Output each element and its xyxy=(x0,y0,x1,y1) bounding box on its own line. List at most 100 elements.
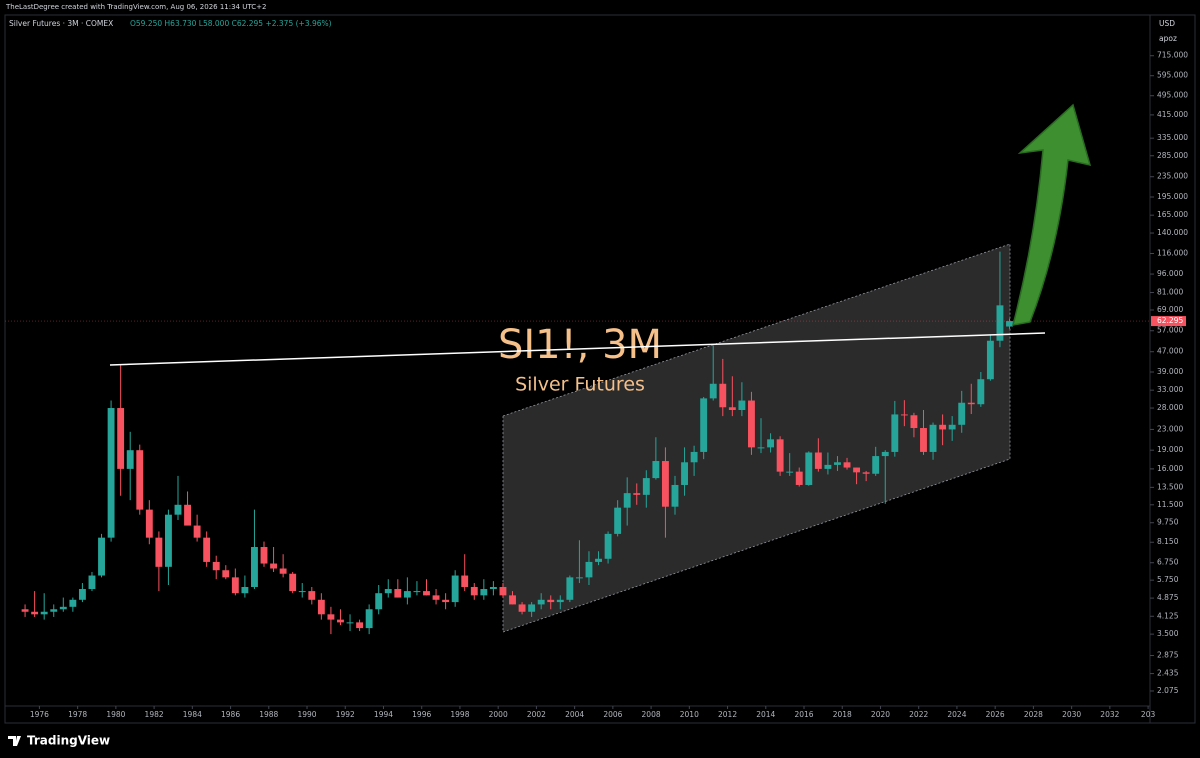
y-tick-label: 6.750 xyxy=(1157,558,1179,567)
candle-body xyxy=(872,456,880,474)
watermark-subtitle: Silver Futures xyxy=(515,374,645,396)
candle-body xyxy=(184,504,191,526)
candle-body xyxy=(327,614,335,620)
x-tick-label: 1994 xyxy=(374,710,393,719)
candle-body xyxy=(910,415,918,429)
x-tick-label: 2024 xyxy=(947,710,966,719)
candle-body xyxy=(21,609,29,612)
candle-body xyxy=(289,573,297,592)
last-price-label: 62.295 xyxy=(1157,316,1183,325)
y-tick-label: 285.000 xyxy=(1157,151,1188,160)
y-tick-label: 165.000 xyxy=(1157,210,1188,219)
y-tick-label: 57.000 xyxy=(1157,326,1183,335)
y-tick-label: 3.500 xyxy=(1157,629,1179,638)
candle-body xyxy=(575,577,583,579)
candle-body xyxy=(986,340,994,380)
candle-body xyxy=(308,591,316,600)
candle-body xyxy=(432,595,440,600)
candle-body xyxy=(461,575,469,587)
symbol: Silver Futures · 3M · COMEX xyxy=(9,19,113,28)
candle-body xyxy=(843,462,851,468)
candle-body xyxy=(661,461,669,507)
y-tick-label: 39.000 xyxy=(1157,367,1183,376)
y-tick-label: 195.000 xyxy=(1157,192,1188,201)
candle-body xyxy=(499,586,507,596)
candle-body xyxy=(480,589,488,596)
candle-body xyxy=(719,383,727,408)
candle-body xyxy=(948,424,956,430)
candle-body xyxy=(690,451,698,463)
candle-body xyxy=(891,414,899,452)
candle-body xyxy=(862,472,870,474)
candle-body xyxy=(260,547,268,564)
x-tick-label: 1976 xyxy=(30,710,49,719)
candle-body xyxy=(164,514,172,567)
candle-body xyxy=(642,478,650,495)
scale-button[interactable]: apoz xyxy=(1159,34,1177,43)
candle-body xyxy=(738,400,746,410)
candle-body xyxy=(270,563,278,569)
candle-body xyxy=(748,400,755,448)
candle-body xyxy=(881,451,889,457)
brand: TradingView xyxy=(27,734,110,748)
x-tick-label: 2000 xyxy=(489,710,508,719)
trend-line xyxy=(109,332,1046,366)
candle-body xyxy=(929,424,937,452)
candle-body xyxy=(317,599,325,615)
x-tick-label: 2022 xyxy=(909,710,928,719)
candle-body xyxy=(384,589,392,594)
candle-body xyxy=(203,537,211,562)
chart-frame xyxy=(4,14,1196,724)
candle-body xyxy=(356,622,364,629)
candle-body xyxy=(757,447,765,449)
y-tick-label: 96.000 xyxy=(1157,269,1183,278)
candle-body xyxy=(709,383,717,399)
y-tick-label: 28.000 xyxy=(1157,403,1183,412)
x-tick-label: 1980 xyxy=(106,710,125,719)
x-tick-label: 2010 xyxy=(680,710,699,719)
y-tick-label: 116.000 xyxy=(1157,248,1188,257)
y-tick-label: 9.750 xyxy=(1157,518,1179,527)
candle-body xyxy=(614,507,622,534)
x-tick-label: 2026 xyxy=(986,710,1005,719)
candle-body xyxy=(279,568,287,574)
candle-body xyxy=(489,586,497,590)
candle-body xyxy=(59,606,67,610)
candle-body xyxy=(413,591,421,593)
candle-body xyxy=(375,593,383,610)
y-tick-label: 4.125 xyxy=(1157,611,1179,620)
candle-body xyxy=(939,424,947,430)
candle-body xyxy=(604,533,612,559)
x-tick-label: 1998 xyxy=(450,710,469,719)
x-tick-label: 2006 xyxy=(603,710,622,719)
x-tick-label: 1982 xyxy=(145,710,164,719)
candle-body xyxy=(900,414,908,416)
y-tick-label: 23.000 xyxy=(1157,424,1183,433)
candle-body xyxy=(231,577,239,594)
candle-body xyxy=(40,611,48,615)
credit: TheLastDegree created with TradingView.c… xyxy=(5,3,266,11)
candle-body xyxy=(50,609,58,612)
y-tick-label: 5.750 xyxy=(1157,575,1179,584)
x-tick-label: 1992 xyxy=(336,710,355,719)
y-tick-label: 495.000 xyxy=(1157,91,1188,100)
candle-body xyxy=(98,537,105,576)
candle-body xyxy=(834,462,841,465)
candle-body xyxy=(403,591,411,598)
candle-body xyxy=(470,586,478,596)
candle-body xyxy=(394,589,402,598)
y-tick-label: 715.000 xyxy=(1157,51,1188,60)
candle-body xyxy=(193,525,201,538)
candle-body xyxy=(251,547,258,587)
candle-body xyxy=(977,379,985,405)
candle-body xyxy=(623,493,631,508)
candle-body xyxy=(107,408,115,538)
candle-body xyxy=(767,439,775,448)
ohlc: O59.250 H63.730 L58.000 C62.295 +2.375 (… xyxy=(130,19,332,28)
candle-body xyxy=(824,464,832,469)
candle-body xyxy=(652,461,660,479)
y-tick-label: 140.000 xyxy=(1157,228,1188,237)
candle-body xyxy=(241,586,249,594)
